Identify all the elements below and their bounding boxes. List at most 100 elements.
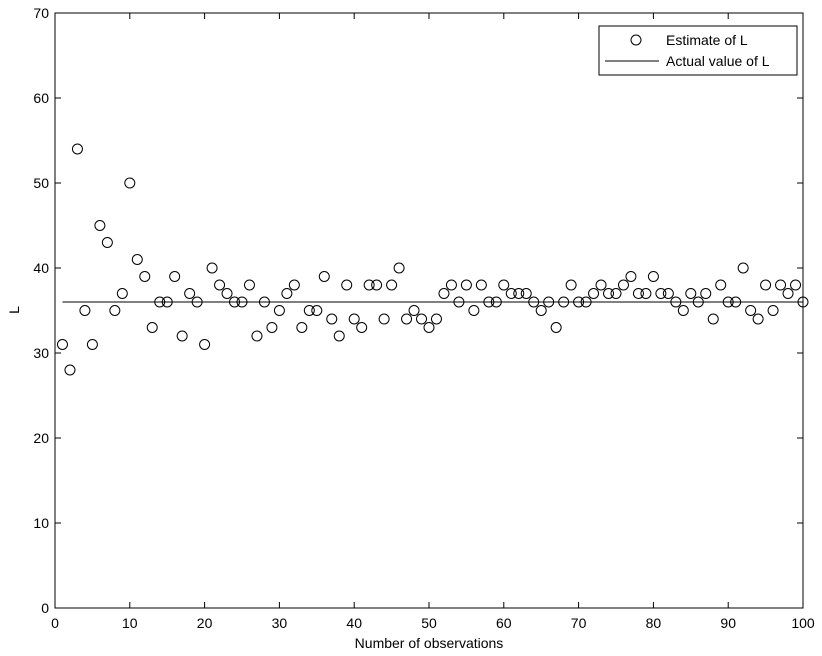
estimate-point: [752, 313, 764, 325]
estimate-point: [311, 305, 323, 316]
x-axis: 0 10 20 30 40 50 60 70 80 90 100: [51, 13, 815, 631]
y-tick-label: 70: [33, 5, 49, 21]
estimate-point: [288, 279, 300, 291]
estimate-point: [632, 288, 644, 299]
estimate-point: [692, 296, 704, 308]
estimate-point: [109, 305, 121, 316]
estimate-point: [775, 279, 787, 291]
estimate-point: [445, 279, 457, 291]
legend-label-estimate: Estimate of L: [666, 32, 748, 48]
estimate-point: [640, 288, 652, 299]
y-axis-label: L: [6, 306, 22, 314]
x-tick-label: 50: [421, 615, 437, 631]
estimate-point: [251, 330, 263, 342]
x-tick-label: 60: [496, 615, 512, 631]
estimate-point: [401, 313, 413, 325]
estimate-point: [199, 339, 211, 350]
estimate-point: [520, 288, 532, 299]
estimate-point: [588, 288, 600, 299]
estimate-point: [423, 322, 435, 333]
estimate-point: [408, 305, 420, 316]
estimate-point: [558, 296, 570, 308]
estimate-point: [154, 296, 166, 308]
estimate-point: [318, 271, 330, 282]
estimate-point: [124, 177, 136, 189]
estimate-point: [662, 288, 674, 299]
estimate-point: [453, 296, 465, 308]
x-tick-label: 20: [197, 615, 213, 631]
estimate-point: [700, 288, 712, 299]
estimate-point: [438, 288, 450, 299]
x-tick-label: 100: [791, 615, 815, 631]
estimate-point: [625, 271, 637, 282]
estimate-point: [363, 279, 375, 291]
estimate-point: [790, 279, 802, 291]
estimate-point: [430, 313, 442, 325]
estimate-point: [229, 296, 241, 308]
estimate-point: [341, 279, 353, 291]
x-tick-label: 40: [346, 615, 362, 631]
x-tick-label: 80: [646, 615, 662, 631]
estimate-point: [617, 279, 629, 291]
x-tick-label: 30: [272, 615, 288, 631]
estimate-point: [535, 305, 547, 316]
estimate-point: [416, 313, 428, 325]
y-tick-label: 50: [33, 175, 49, 191]
estimate-point: [191, 296, 203, 308]
estimate-point: [139, 271, 151, 282]
estimate-point: [603, 288, 615, 299]
estimate-point: [296, 322, 308, 333]
estimate-point: [236, 296, 248, 308]
estimate-point: [221, 288, 233, 299]
estimate-point: [647, 271, 659, 282]
estimate-point: [161, 296, 173, 308]
estimate-point: [303, 305, 315, 316]
y-tick-label: 40: [33, 260, 49, 276]
estimate-point: [573, 296, 585, 308]
y-axis: 0 10 20 30 40 50 60 70: [33, 5, 803, 616]
estimate-point: [146, 322, 158, 333]
estimate-point: [580, 296, 592, 308]
estimate-point: [176, 330, 188, 342]
estimate-point: [258, 296, 270, 308]
estimate-point: [797, 296, 809, 308]
estimate-point: [214, 279, 226, 291]
x-tick-label: 0: [51, 615, 59, 631]
estimate-point: [782, 288, 794, 299]
x-tick-label: 10: [122, 615, 138, 631]
estimate-point: [86, 339, 98, 350]
estimate-point: [468, 305, 480, 316]
estimate-point: [326, 313, 338, 325]
estimate-point: [356, 322, 368, 333]
estimate-point: [745, 305, 757, 316]
estimate-point: [722, 296, 734, 308]
estimate-point: [707, 313, 719, 325]
y-tick-label: 60: [33, 90, 49, 106]
estimate-point: [730, 296, 742, 308]
estimate-point: [56, 339, 68, 350]
estimate-point: [371, 279, 383, 291]
estimate-point: [513, 288, 525, 299]
plot-area: [54, 12, 804, 609]
estimate-point: [528, 296, 540, 308]
estimate-point: [490, 296, 502, 308]
estimate-point: [610, 288, 622, 299]
estimate-point: [206, 262, 218, 274]
estimate-point: [483, 296, 495, 308]
estimate-point: [101, 237, 113, 248]
y-tick-label: 30: [33, 345, 49, 361]
x-tick-label: 90: [720, 615, 736, 631]
y-tick-label: 0: [41, 600, 49, 616]
legend: Estimate of L Actual value of L: [598, 25, 798, 76]
estimate-point: [767, 305, 779, 316]
x-axis-label: Number of observations: [355, 635, 504, 651]
legend-label-actual: Actual value of L: [666, 53, 770, 69]
estimate-point: [64, 364, 76, 376]
y-tick-label: 10: [33, 515, 49, 531]
legend-box: [598, 25, 798, 76]
estimate-point: [273, 305, 285, 316]
estimate-point: [348, 313, 360, 325]
estimate-point: [670, 296, 682, 308]
estimate-point: [131, 254, 143, 265]
estimate-point: [760, 279, 772, 291]
